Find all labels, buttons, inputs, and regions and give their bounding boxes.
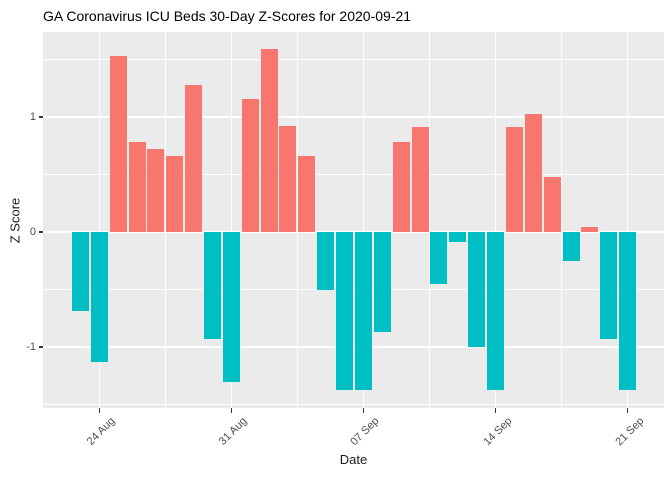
y-tick-label: -1 (26, 341, 36, 353)
bar-2020-09-03 (279, 126, 297, 232)
bar-2020-09-12 (449, 232, 467, 243)
minor-gridline-v (297, 32, 298, 408)
bar-2020-08-28 (166, 156, 184, 232)
y-tick-mark (38, 346, 43, 348)
bar-2020-08-30 (203, 232, 221, 339)
bar-2020-08-25 (109, 56, 127, 232)
minor-gridline-v (561, 32, 562, 408)
bar-2020-09-21 (619, 232, 637, 390)
y-axis: -1 0 1 (0, 32, 43, 408)
x-tick-mark (98, 408, 100, 413)
bar-2020-09-13 (468, 232, 486, 347)
bar-2020-08-27 (147, 149, 165, 232)
major-gridline-h (43, 116, 664, 118)
plot-panel (43, 32, 664, 408)
x-axis: 24 Aug 31 Aug 07 Sep 14 Sep 21 Sep (43, 408, 664, 480)
bar-2020-08-24 (90, 232, 108, 362)
bar-2020-09-19 (581, 227, 599, 232)
minor-gridline-v (164, 32, 166, 408)
minor-gridline-h (43, 59, 664, 60)
y-tick-label: 1 (29, 111, 36, 123)
y-tick-label: 0 (29, 226, 36, 238)
bar-2020-09-10 (411, 127, 429, 232)
bar-2020-09-05 (317, 232, 335, 290)
y-tick-mark (38, 116, 43, 118)
bar-2020-09-01 (241, 98, 259, 232)
bar-2020-09-17 (543, 176, 561, 232)
bar-2020-09-14 (487, 232, 505, 390)
bar-2020-08-31 (222, 232, 240, 382)
bar-2020-09-06 (336, 232, 354, 390)
bar-2020-08-23 (71, 232, 89, 312)
bar-2020-08-26 (128, 142, 146, 232)
bar-2020-09-20 (600, 232, 618, 339)
bar-2020-09-11 (430, 232, 448, 284)
major-gridline-v (494, 32, 497, 408)
bar-2020-09-18 (562, 232, 580, 261)
major-gridline-v (230, 32, 232, 408)
minor-gridline-h (43, 289, 664, 290)
x-tick-mark (494, 408, 497, 413)
chart-title: GA Coronavirus ICU Beds 30-Day Z-Scores … (43, 8, 412, 24)
bar-2020-09-16 (524, 113, 542, 232)
major-gridline-v (98, 32, 100, 408)
x-tick-mark (362, 408, 365, 413)
minor-gridline-v (429, 32, 430, 408)
x-tick-mark (230, 408, 232, 413)
y-tick-mark (38, 231, 43, 233)
y-axis-title: Z Score (7, 197, 23, 243)
x-axis-title: Date (339, 452, 368, 467)
bar-2020-09-07 (354, 232, 372, 390)
minor-gridline-h (43, 174, 664, 175)
major-gridline-h (43, 231, 664, 233)
x-tick-mark (627, 408, 629, 413)
minor-gridline-h (43, 404, 664, 405)
bar-2020-09-02 (260, 49, 278, 232)
bar-2020-09-04 (298, 156, 316, 232)
major-gridline-v (626, 32, 629, 408)
major-gridline-v (362, 32, 365, 408)
bar-2020-09-08 (373, 232, 391, 333)
bar-2020-08-29 (185, 84, 203, 232)
bar-2020-09-15 (505, 127, 523, 232)
major-gridline-h (43, 346, 664, 348)
bar-2020-09-09 (392, 142, 410, 232)
